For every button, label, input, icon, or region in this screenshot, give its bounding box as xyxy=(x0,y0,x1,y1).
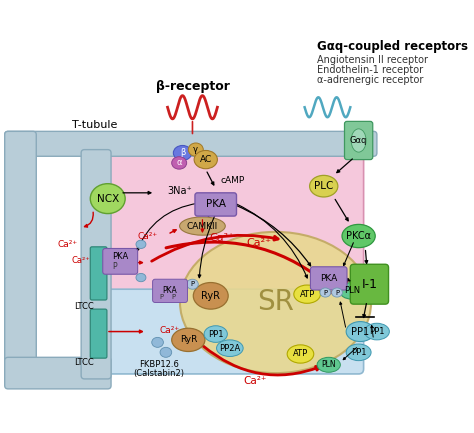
Text: Angiotensin II receptor: Angiotensin II receptor xyxy=(317,55,428,65)
Text: PKA: PKA xyxy=(206,200,226,210)
Ellipse shape xyxy=(90,184,125,213)
Ellipse shape xyxy=(160,347,172,357)
FancyBboxPatch shape xyxy=(350,264,389,304)
Text: Gαq: Gαq xyxy=(350,136,367,145)
Ellipse shape xyxy=(193,283,228,309)
Text: P: P xyxy=(191,281,194,287)
FancyBboxPatch shape xyxy=(96,289,364,374)
Ellipse shape xyxy=(173,145,191,160)
Text: Ca²⁺: Ca²⁺ xyxy=(243,376,266,386)
FancyBboxPatch shape xyxy=(103,249,137,274)
Ellipse shape xyxy=(204,326,228,343)
Text: P: P xyxy=(171,294,175,300)
Text: SR: SR xyxy=(257,288,294,317)
FancyBboxPatch shape xyxy=(310,267,347,290)
Text: α-adrenergic receptor: α-adrenergic receptor xyxy=(317,75,423,85)
Ellipse shape xyxy=(194,150,218,169)
Text: I-1: I-1 xyxy=(361,278,377,291)
Text: LTCC: LTCC xyxy=(74,302,94,311)
Text: PLC: PLC xyxy=(314,181,333,191)
Text: PP2A: PP2A xyxy=(219,344,240,352)
Ellipse shape xyxy=(351,129,366,152)
Ellipse shape xyxy=(180,217,225,235)
Text: AC: AC xyxy=(200,155,212,164)
FancyBboxPatch shape xyxy=(5,357,111,389)
Text: Ca²⁺: Ca²⁺ xyxy=(209,233,234,242)
Ellipse shape xyxy=(152,337,164,347)
Text: P: P xyxy=(335,290,339,295)
FancyBboxPatch shape xyxy=(153,279,188,303)
Ellipse shape xyxy=(136,240,146,249)
Text: PP1: PP1 xyxy=(208,330,223,339)
Text: P: P xyxy=(160,294,164,300)
Text: γ: γ xyxy=(193,145,198,154)
Ellipse shape xyxy=(136,273,146,282)
Text: PKA: PKA xyxy=(163,286,177,295)
Text: CAMKII: CAMKII xyxy=(187,222,218,230)
Text: Gαq-coupled receptors: Gαq-coupled receptors xyxy=(317,40,468,53)
Text: Ca²⁺: Ca²⁺ xyxy=(246,238,272,248)
Text: (Calstabin2): (Calstabin2) xyxy=(134,369,185,378)
Text: Endothelin-1 receptor: Endothelin-1 receptor xyxy=(317,65,423,75)
FancyBboxPatch shape xyxy=(5,131,36,383)
Ellipse shape xyxy=(172,157,187,169)
Text: ATP: ATP xyxy=(300,290,315,299)
FancyBboxPatch shape xyxy=(90,309,107,358)
Ellipse shape xyxy=(317,357,340,372)
Text: T-tubule: T-tubule xyxy=(72,120,118,130)
Text: α: α xyxy=(176,158,182,168)
FancyBboxPatch shape xyxy=(96,155,364,339)
Text: PKA: PKA xyxy=(320,274,337,283)
Ellipse shape xyxy=(294,285,320,303)
FancyBboxPatch shape xyxy=(81,150,111,379)
Text: ATP: ATP xyxy=(293,349,308,359)
Text: cAMP: cAMP xyxy=(221,176,245,185)
FancyBboxPatch shape xyxy=(90,247,107,300)
Ellipse shape xyxy=(365,323,389,340)
Ellipse shape xyxy=(187,279,198,289)
Text: P: P xyxy=(323,290,328,295)
Ellipse shape xyxy=(346,344,371,361)
Ellipse shape xyxy=(339,283,365,299)
Text: Ca²⁺: Ca²⁺ xyxy=(137,232,157,240)
Text: Ca²⁺: Ca²⁺ xyxy=(58,240,78,249)
Text: RyR: RyR xyxy=(180,336,197,344)
Ellipse shape xyxy=(188,143,203,156)
Ellipse shape xyxy=(332,288,342,297)
Text: PLN: PLN xyxy=(321,360,336,369)
Text: PKA: PKA xyxy=(112,252,128,261)
Text: PP1: PP1 xyxy=(369,327,384,336)
Text: FKBP12.6: FKBP12.6 xyxy=(139,360,179,369)
Text: PP1: PP1 xyxy=(351,348,366,357)
Ellipse shape xyxy=(320,288,331,297)
Text: PP1: PP1 xyxy=(351,326,369,336)
Text: NCX: NCX xyxy=(97,194,119,204)
FancyBboxPatch shape xyxy=(195,193,237,216)
Text: β: β xyxy=(180,149,185,158)
Text: PKCα: PKCα xyxy=(346,231,371,241)
Ellipse shape xyxy=(310,175,338,197)
Ellipse shape xyxy=(172,328,205,352)
Text: β-receptor: β-receptor xyxy=(155,80,229,93)
Ellipse shape xyxy=(342,224,375,248)
Text: Ca²⁺: Ca²⁺ xyxy=(72,256,90,265)
Ellipse shape xyxy=(217,340,243,356)
Ellipse shape xyxy=(180,232,371,373)
Ellipse shape xyxy=(287,345,314,363)
Text: PLN: PLN xyxy=(344,286,360,295)
Text: Ca²⁺: Ca²⁺ xyxy=(159,326,179,335)
Text: LTCC: LTCC xyxy=(74,358,94,367)
Text: 3Na⁺: 3Na⁺ xyxy=(167,186,192,196)
Ellipse shape xyxy=(346,322,374,342)
FancyBboxPatch shape xyxy=(5,131,377,156)
Text: RyR: RyR xyxy=(201,291,220,301)
FancyBboxPatch shape xyxy=(345,121,373,160)
Text: P: P xyxy=(112,262,117,271)
